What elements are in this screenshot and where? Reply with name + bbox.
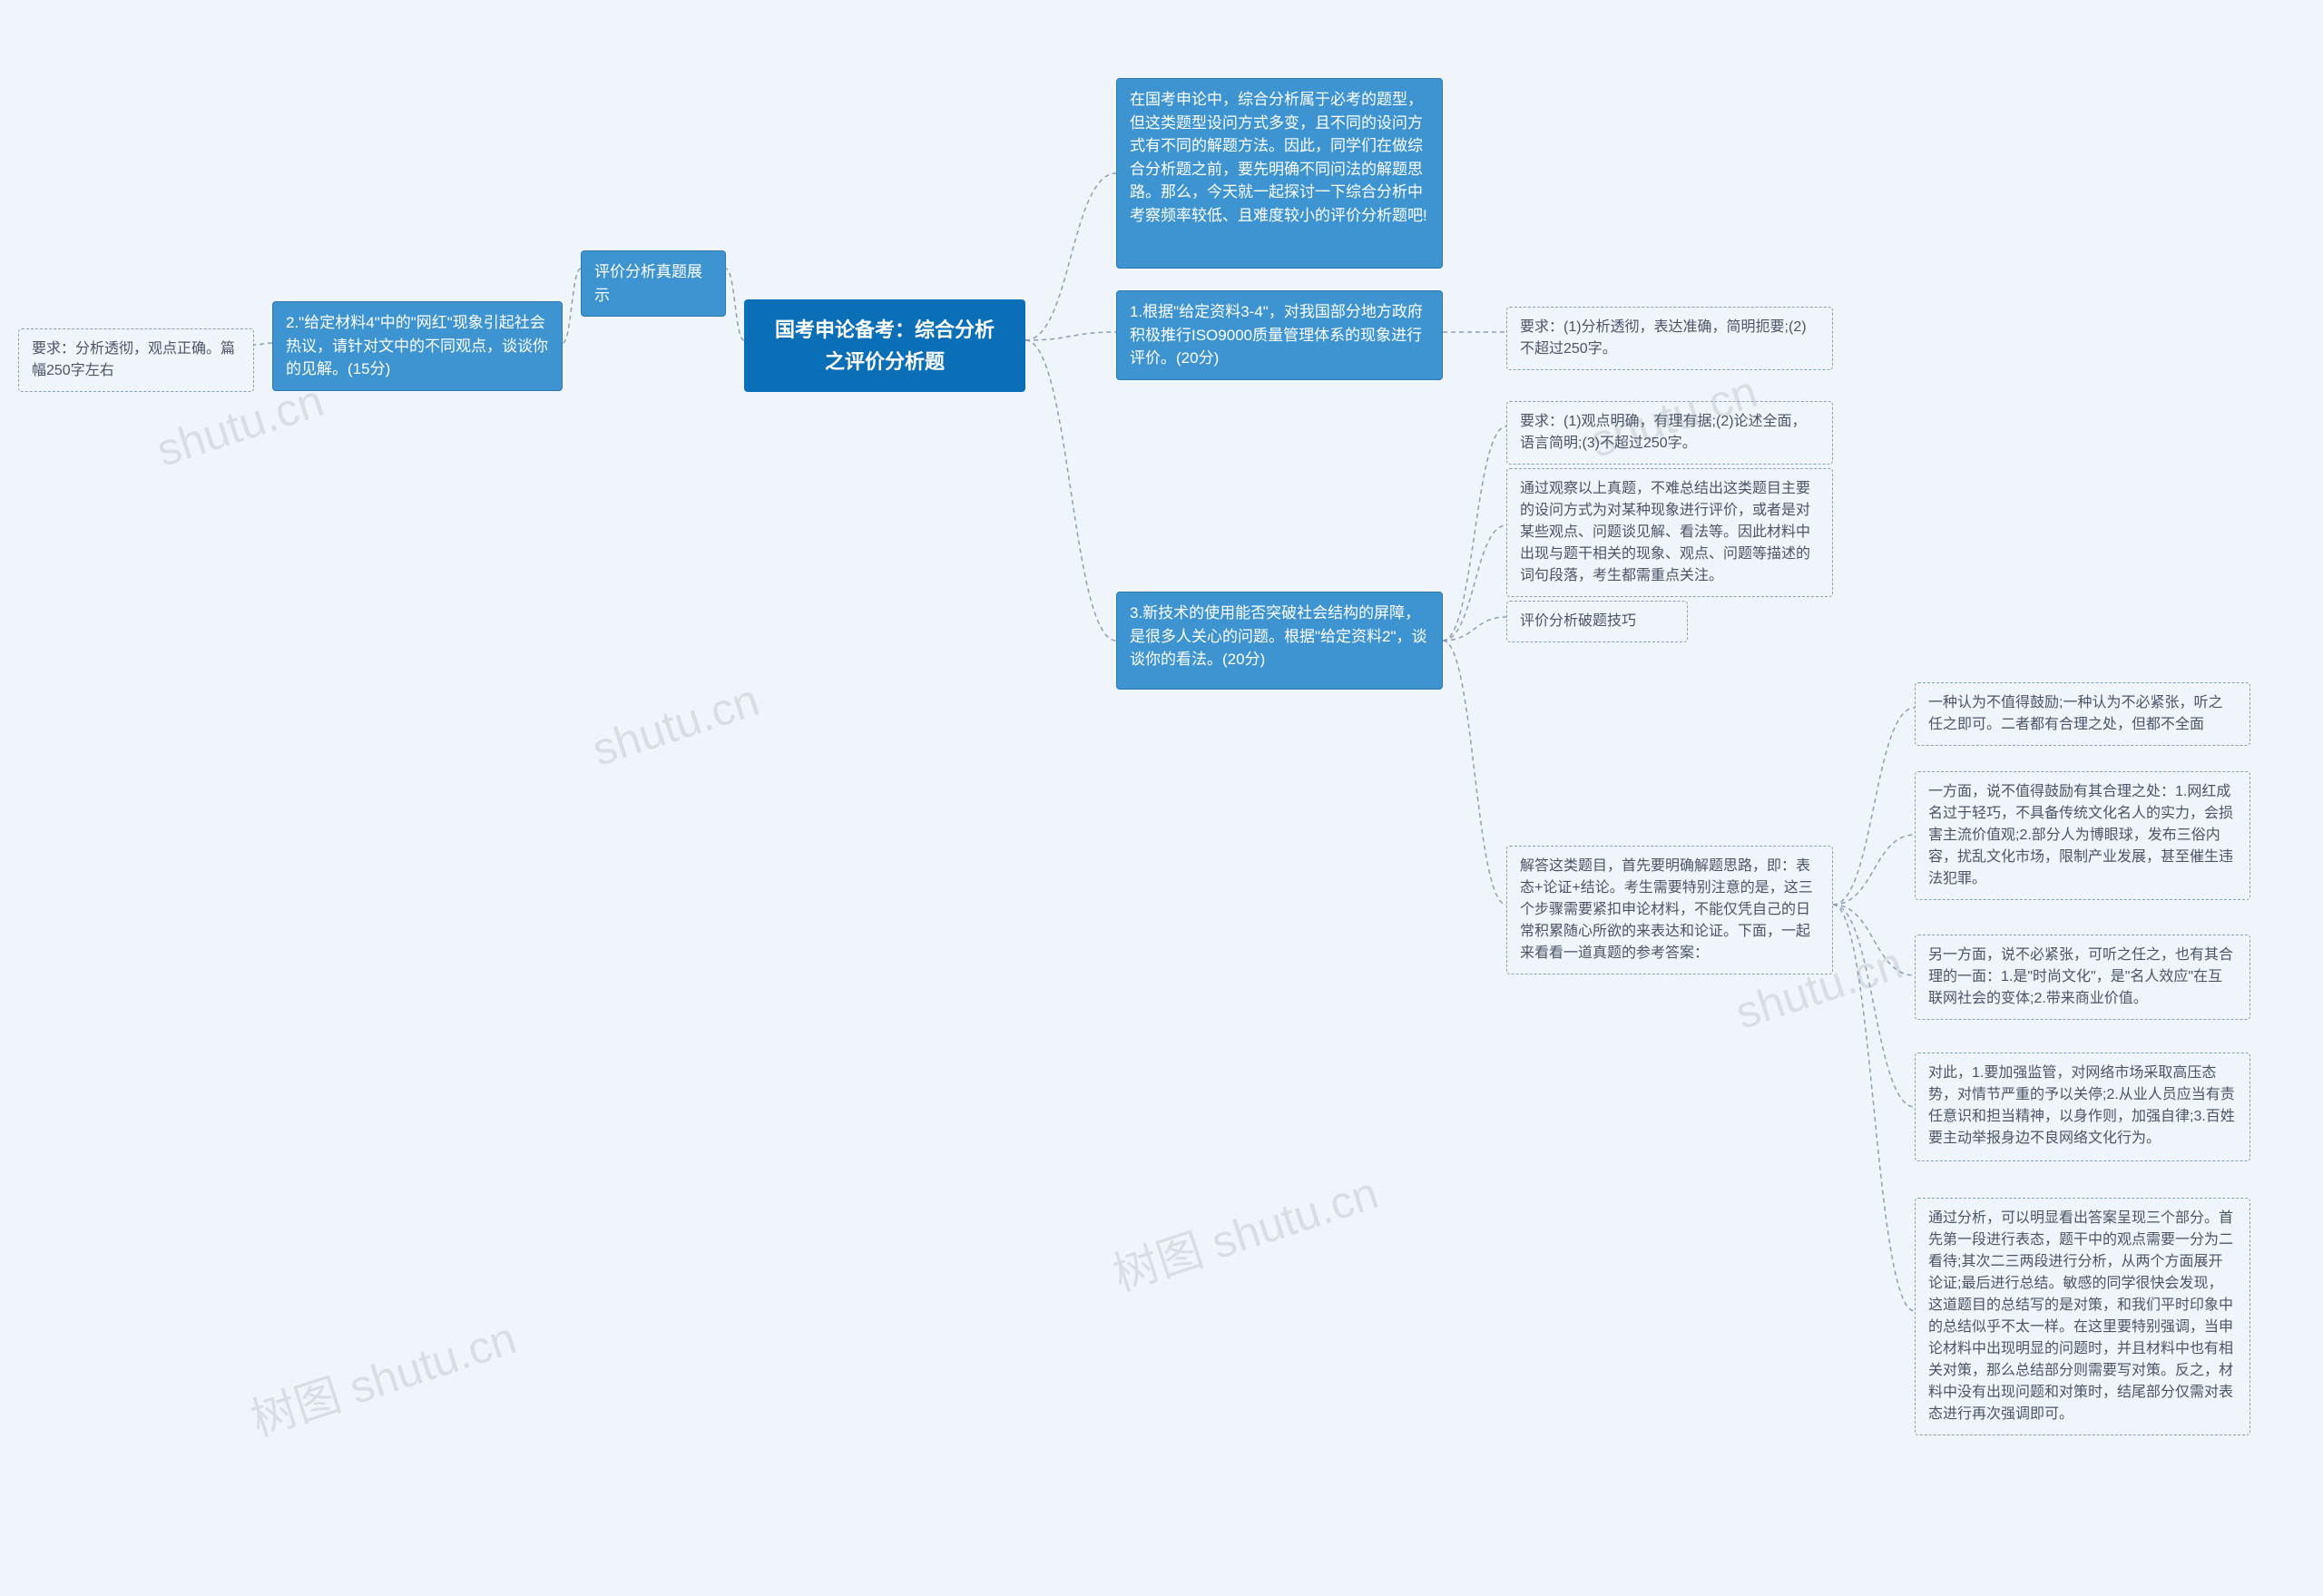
mindmap-node[interactable]: 一方面，说不值得鼓励有其合理之处：1.网红成名过于轻巧，不具备传统文化名人的实力… <box>1915 771 2250 900</box>
mindmap-node[interactable]: 1.根据"给定资料3-4"，对我国部分地方政府积极推行ISO9000质量管理体系… <box>1116 290 1443 380</box>
mindmap-node[interactable]: 对此，1.要加强监管，对网络市场采取高压态势，对情节严重的予以关停;2.从业人员… <box>1915 1053 2250 1161</box>
watermark: 树图 shutu.cn <box>1103 1157 1385 1304</box>
node-text: 通过分析，可以明显看出答案呈现三个部分。首先第一段进行表态，题干中的观点需要一分… <box>1928 1210 2233 1422</box>
mindmap-node[interactable]: 解答这类题目，首先要明确解题思路，即：表态+论证+结论。考生需要特别注意的是，这… <box>1506 846 1833 974</box>
mindmap-node[interactable]: 一种认为不值得鼓励;一种认为不必紧张，听之任之即可。二者都有合理之处，但都不全面 <box>1915 682 2250 746</box>
node-text: 要求：(1)观点明确，有理有据;(2)论述全面，语言简明;(3)不超过250字。 <box>1520 414 1807 451</box>
mindmap-node[interactable]: 在国考申论中，综合分析属于必考的题型，但这类题型设问方式多变，且不同的设问方式有… <box>1116 78 1443 269</box>
mindmap-node[interactable]: 要求：分析透彻，观点正确。篇幅250字左右 <box>18 328 254 392</box>
node-text: 一种认为不值得鼓励;一种认为不必紧张，听之任之即可。二者都有合理之处，但都不全面 <box>1928 695 2222 732</box>
watermark: shutu.cn <box>586 673 766 777</box>
node-text: 对此，1.要加强监管，对网络市场采取高压态势，对情节严重的予以关停;2.从业人员… <box>1928 1065 2235 1146</box>
node-text: 1.根据"给定资料3-4"，对我国部分地方政府积极推行ISO9000质量管理体系… <box>1130 303 1423 367</box>
node-text: 另一方面，说不必紧张，可听之任之，也有其合理的一面：1.是"时尚文化"，是"名人… <box>1928 947 2233 1006</box>
mindmap-node[interactable]: 通过分析，可以明显看出答案呈现三个部分。首先第一段进行表态，题干中的观点需要一分… <box>1915 1198 2250 1435</box>
watermark: 树图 shutu.cn <box>241 1302 523 1449</box>
node-text: 2."给定材料4"中的"网红"现象引起社会热议，请针对文中的不同观点，谈谈你的见… <box>286 314 548 377</box>
node-text: 要求：分析透彻，观点正确。篇幅250字左右 <box>32 341 235 378</box>
node-text: 要求：(1)分析透彻，表达准确，简明扼要;(2)不超过250字。 <box>1520 319 1807 357</box>
node-text: 通过观察以上真题，不难总结出这类题目主要的设问方式为对某种现象进行评价，或者是对… <box>1520 481 1810 583</box>
mindmap-node[interactable]: 通过观察以上真题，不难总结出这类题目主要的设问方式为对某种现象进行评价，或者是对… <box>1506 468 1833 597</box>
root-text: 国考申论备考：综合分析之评价分析题 <box>775 318 995 373</box>
node-text: 评价分析破题技巧 <box>1520 613 1636 629</box>
mindmap-root[interactable]: 国考申论备考：综合分析之评价分析题 <box>744 299 1025 392</box>
mindmap-node[interactable]: 要求：(1)分析透彻，表达准确，简明扼要;(2)不超过250字。 <box>1506 307 1833 370</box>
node-text: 解答这类题目，首先要明确解题思路，即：表态+论证+结论。考生需要特别注意的是，这… <box>1520 858 1813 961</box>
mindmap-node[interactable]: 评价分析破题技巧 <box>1506 601 1688 642</box>
node-text: 3.新技术的使用能否突破社会结构的屏障，是很多人关心的问题。根据"给定资料2"，… <box>1130 604 1427 668</box>
mindmap-node[interactable]: 3.新技术的使用能否突破社会结构的屏障，是很多人关心的问题。根据"给定资料2"，… <box>1116 592 1443 690</box>
mindmap-node[interactable]: 2."给定材料4"中的"网红"现象引起社会热议，请针对文中的不同观点，谈谈你的见… <box>272 301 563 391</box>
mindmap-node[interactable]: 评价分析真题展示 <box>581 250 726 317</box>
mindmap-node[interactable]: 要求：(1)观点明确，有理有据;(2)论述全面，语言简明;(3)不超过250字。 <box>1506 401 1833 465</box>
node-text: 在国考申论中，综合分析属于必考的题型，但这类题型设问方式多变，且不同的设问方式有… <box>1130 91 1427 224</box>
mindmap-node[interactable]: 另一方面，说不必紧张，可听之任之，也有其合理的一面：1.是"时尚文化"，是"名人… <box>1915 935 2250 1020</box>
node-text: 一方面，说不值得鼓励有其合理之处：1.网红成名过于轻巧，不具备传统文化名人的实力… <box>1928 784 2233 886</box>
node-text: 评价分析真题展示 <box>594 263 702 304</box>
